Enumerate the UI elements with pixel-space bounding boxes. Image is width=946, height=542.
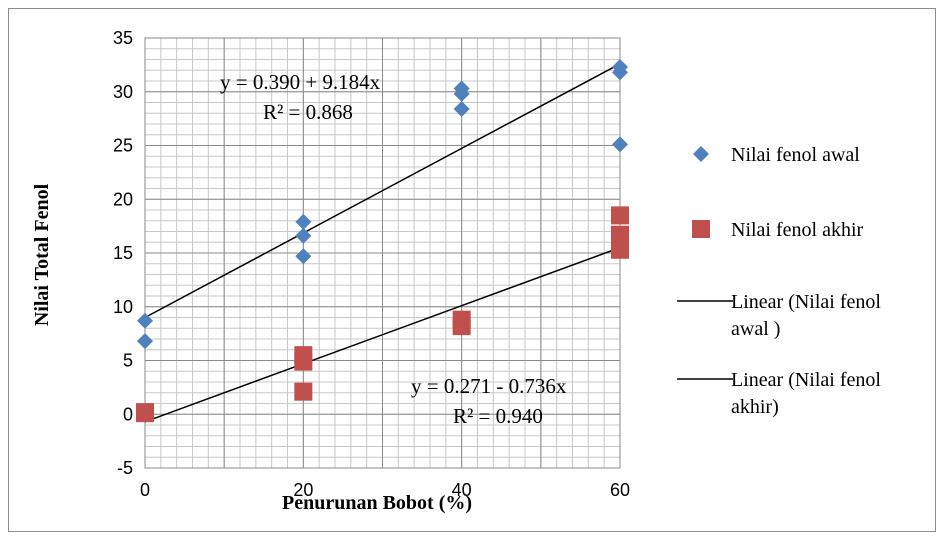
legend-label: Nilai fenol akhir [731,219,864,241]
trendline-akhir [144,246,621,423]
point-fenol-awal [137,333,153,350]
point-fenol-akhir [294,382,313,401]
trendline-r2-awal: R² = 0.868 [263,100,353,124]
y-axis-title: Nilai Total Fenol [31,183,53,326]
point-fenol-akhir [611,206,629,225]
legend-label: Linear (Nilai fenol [731,369,881,391]
chart-frame [8,8,936,532]
trendline-r2-akhir: R² = 0.940 [453,404,543,428]
trendline-equation-akhir: y = 0.271 - 0.736x [411,374,567,398]
point-fenol-awal [453,85,470,102]
legend-label: akhir) [731,396,779,418]
y-tick-label: 0 [123,404,133,424]
legend-symbol-square [692,220,710,238]
data-points [136,59,629,423]
y-tick-label: 5 [123,351,133,371]
trendlines [144,63,621,423]
point-fenol-awal [612,64,628,81]
gridlines [144,37,621,469]
legend-symbol-diamond [693,146,709,162]
legend: Nilai fenol awal Nilai fenol akhir Linear … [677,144,881,418]
y-tick-label: 25 [113,136,133,156]
y-tick-label: 30 [113,82,133,102]
y-tick-label: 20 [113,189,133,209]
x-axis-title: Penurunan Bobot (%) [282,492,472,514]
point-fenol-awal [295,213,312,230]
y-tick-label: 10 [113,297,133,317]
x-tick-label: 0 [140,480,150,500]
y-tick-label: -5 [117,458,133,478]
trendline-equation-awal: y = 0.390 + 9.184x [220,70,381,94]
point-fenol-akhir [611,240,629,259]
y-tick-label: 35 [113,28,133,48]
x-tick-label: 60 [610,480,630,500]
point-fenol-awal [295,248,312,265]
x-tick-label: 20 [293,480,313,500]
point-fenol-akhir [611,225,629,244]
point-fenol-akhir [294,352,313,371]
tick-labels: -5 0 5 10 15 20 25 30 35 0 20 40 60 [113,28,630,500]
point-fenol-awal [612,136,628,153]
legend-label: awal ) [731,318,780,340]
point-fenol-awal [295,227,312,244]
point-fenol-akhir [452,317,471,336]
point-fenol-awal [453,100,470,117]
y-tick-label: 15 [113,243,133,263]
trendline-awal [144,63,621,319]
point-fenol-awal [137,312,153,329]
x-tick-label: 40 [452,480,472,500]
legend-label: Linear (Nilai fenol [731,291,881,313]
legend-label: Nilai fenol awal [731,144,860,166]
point-fenol-akhir [136,404,154,423]
